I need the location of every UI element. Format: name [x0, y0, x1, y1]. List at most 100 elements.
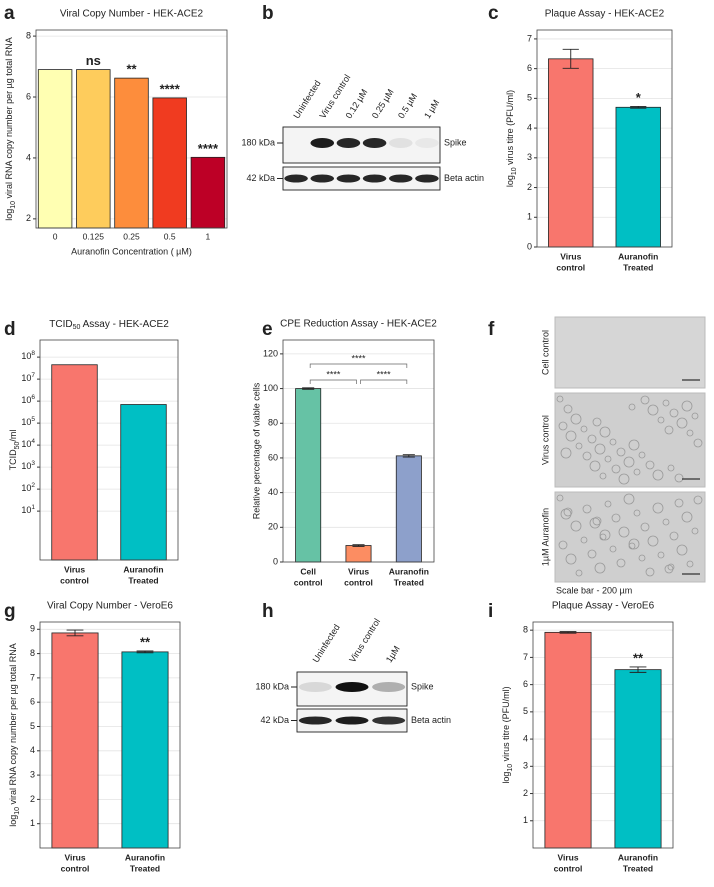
significance-label: ****: [198, 141, 219, 156]
y-tick-label: 20: [268, 522, 278, 532]
cell-texture: [669, 408, 679, 418]
error-bar: [630, 105, 647, 109]
y-tick-label: 5: [30, 721, 35, 731]
tick-base: 10: [21, 373, 31, 383]
size-marker: 180 kDa: [255, 681, 289, 691]
blot-membrane: [296, 671, 408, 707]
bar: [51, 632, 99, 849]
cell-texture: [638, 554, 646, 562]
cell-texture: [599, 533, 607, 541]
comparison-label: ****: [351, 353, 366, 363]
cell-texture: [570, 520, 582, 532]
bar: [615, 106, 661, 248]
text-part: /ml: [8, 430, 18, 442]
y-tick-label: 102: [21, 482, 35, 494]
cell-texture: [611, 513, 621, 523]
x-tick-label: Auranofin: [123, 564, 163, 574]
y-tick-label: 4: [30, 745, 35, 755]
cell-texture: [633, 468, 641, 476]
cell-texture: [556, 494, 564, 502]
cell-texture: [628, 439, 640, 451]
bar: [76, 69, 111, 229]
y-tick-label: 107: [21, 372, 35, 384]
y-tick-label: 80: [268, 418, 278, 428]
y-tick-label: 2: [523, 788, 528, 798]
error-bar: [562, 48, 579, 69]
y-tick-label: 6: [26, 91, 31, 101]
x-tick-label: Auranofin: [389, 566, 429, 576]
cell-texture: [563, 404, 573, 414]
y-tick-label: 100: [263, 383, 278, 393]
cell-texture: [667, 464, 675, 472]
y-tick-label: 8: [26, 30, 31, 40]
cell-texture: [652, 502, 664, 514]
y-tick-label: 101: [21, 504, 35, 516]
text-part: log: [4, 209, 14, 221]
band: [372, 682, 406, 692]
micrograph-label: Virus control: [540, 415, 550, 465]
cell-texture: [645, 567, 655, 577]
significance-label: ns: [86, 53, 101, 68]
cell-texture: [604, 500, 612, 508]
cell-texture: [674, 473, 684, 483]
size-marker: 42 kDa: [246, 173, 275, 183]
text-part: 50: [73, 324, 81, 331]
text-part: virus titre (PFU/ml): [501, 686, 511, 764]
y-tick-label: 120: [263, 348, 278, 358]
y-tick-label: 6: [527, 63, 532, 73]
error-bar: [302, 387, 315, 390]
band: [372, 716, 406, 725]
y-tick-label: 3: [527, 152, 532, 162]
error-bar: [559, 631, 577, 634]
cell-texture: [676, 544, 688, 556]
y-tick-label: 6: [523, 679, 528, 689]
band: [336, 138, 361, 148]
panel-letter: c: [488, 3, 499, 24]
chart-title: Viral Copy Number - VeroE6: [47, 601, 173, 612]
y-axis-label: log10 viral RNA copy number per µg total…: [8, 643, 20, 827]
lane-label: 0.12 µM: [344, 87, 370, 120]
band: [336, 174, 361, 183]
cell-texture: [560, 447, 572, 459]
panel-letter: d: [4, 319, 16, 340]
text-part: log: [505, 175, 515, 187]
plot-border: [39, 621, 181, 849]
y-tick-label: 7: [523, 652, 528, 662]
panel-letter: h: [262, 601, 274, 622]
cell-texture: [565, 553, 577, 565]
y-tick-label: 2: [527, 182, 532, 192]
cell-texture: [652, 469, 664, 481]
text-part: Assay - HEK-ACE2: [80, 319, 169, 330]
cell-texture: [664, 564, 674, 574]
tick-exponent: 1: [31, 504, 35, 511]
y-tick-label: 9: [30, 624, 35, 634]
cell-texture: [558, 421, 568, 431]
cell-texture: [616, 447, 626, 457]
y-tick-label: 1: [527, 212, 532, 222]
band: [362, 174, 387, 183]
cell-texture: [628, 542, 636, 550]
x-tick-label: Auranofin: [125, 852, 165, 862]
bar: [614, 669, 662, 849]
band: [335, 716, 369, 725]
plot-border: [35, 29, 228, 229]
cell-texture: [681, 511, 693, 523]
y-tick-label: 1: [30, 818, 35, 828]
cell-texture: [575, 442, 583, 450]
x-tick-label: Treated: [623, 262, 653, 272]
text-part: 10: [10, 201, 17, 209]
cell-texture: [623, 493, 635, 505]
x-tick-label: control: [344, 577, 373, 587]
plot-border: [536, 29, 673, 248]
x-tick-label: Virus: [560, 251, 581, 261]
cell-texture: [609, 438, 617, 446]
cell-texture: [628, 538, 640, 550]
x-tick-label: 0.125: [83, 231, 105, 241]
band: [415, 138, 439, 148]
chart-title: CPE Reduction Assay - HEK-ACE2: [280, 319, 437, 330]
comparison-label: ****: [377, 369, 392, 379]
y-tick-label: 7: [30, 672, 35, 682]
cell-texture: [693, 495, 703, 505]
cell-texture: [657, 416, 665, 424]
